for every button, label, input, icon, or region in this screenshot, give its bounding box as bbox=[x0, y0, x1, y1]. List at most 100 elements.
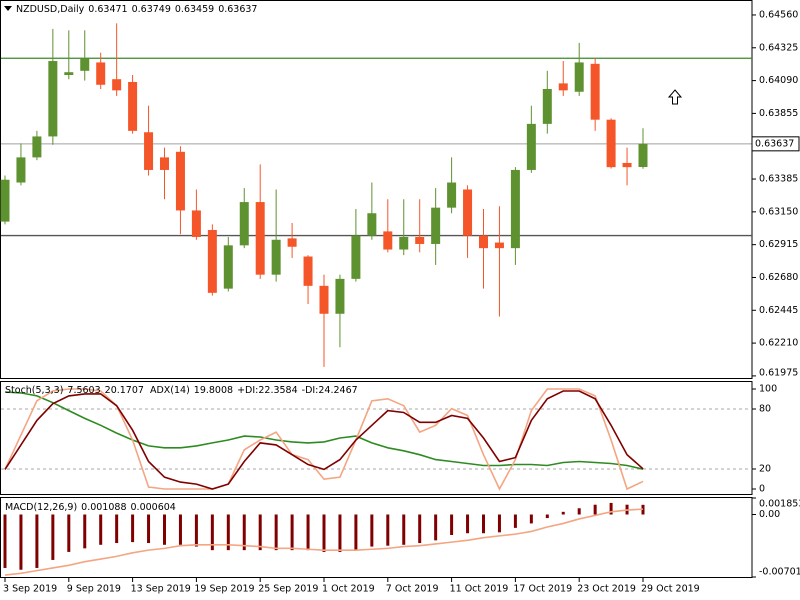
y-tick-label: 0.63855 bbox=[759, 108, 798, 119]
collapse-triangle bbox=[4, 6, 12, 11]
x-tick-label: 3 Sep 2019 bbox=[3, 584, 57, 595]
candle-body bbox=[16, 157, 26, 183]
y-tick-label: 0.62445 bbox=[759, 305, 798, 316]
candle-body bbox=[255, 202, 265, 275]
candle-body bbox=[239, 202, 249, 246]
macd-bar bbox=[466, 514, 470, 534]
ohlc-high: 0.63749 bbox=[132, 4, 171, 15]
candle-body bbox=[558, 83, 568, 91]
macd-bar bbox=[274, 514, 278, 551]
candle-body bbox=[160, 157, 169, 170]
candle-body bbox=[0, 179, 10, 222]
candle-body bbox=[590, 63, 600, 120]
y-tick-label: 0.62915 bbox=[759, 239, 798, 250]
macd-bar bbox=[370, 514, 374, 547]
macd-bar bbox=[83, 514, 87, 549]
macd-bar bbox=[306, 514, 310, 551]
signal-line bbox=[4, 508, 644, 576]
x-tick-label: 7 Oct 2019 bbox=[386, 584, 439, 595]
candle-body bbox=[622, 162, 632, 168]
candle-body bbox=[175, 151, 185, 211]
candle-body bbox=[415, 236, 425, 244]
candle-body bbox=[223, 245, 233, 289]
main-header: NZDUSD,Daily 0.63471 0.63749 0.63459 0.63637 bbox=[16, 4, 257, 15]
arrow-icon bbox=[667, 89, 683, 105]
macd-bar bbox=[593, 504, 597, 515]
x-tick-label: 9 Sep 2019 bbox=[67, 584, 121, 595]
y-tick-label: 0.63150 bbox=[759, 206, 798, 217]
stoch-header: Stoch(5,3,3) 7.5603 20.1707 ADX(14) 19.8008 +… bbox=[5, 385, 358, 396]
macd-bar bbox=[577, 508, 581, 515]
current-price-label: 0.63637 bbox=[755, 138, 794, 149]
candle-body bbox=[479, 235, 488, 249]
indicator-line bbox=[4, 390, 644, 490]
candle-body bbox=[303, 256, 313, 286]
header-item: 0.000604 bbox=[131, 502, 176, 513]
macd-bar bbox=[482, 514, 485, 534]
candle-body bbox=[319, 285, 329, 314]
macd-bar bbox=[386, 514, 390, 546]
ohlc-low: 0.63459 bbox=[175, 4, 214, 15]
macd-bar bbox=[258, 514, 262, 551]
macd-bar bbox=[67, 514, 71, 552]
macd-bar bbox=[513, 514, 517, 528]
y-tick-label: 0.001853 bbox=[759, 499, 800, 510]
candle-body bbox=[526, 123, 536, 170]
macd-bar bbox=[147, 514, 151, 544]
macd-bar bbox=[163, 514, 166, 545]
candle-body bbox=[383, 231, 393, 250]
y-tick-label: 20 bbox=[759, 464, 771, 475]
y-tick-label: 0.61975 bbox=[759, 368, 798, 379]
macd-panel-frame bbox=[0, 497, 753, 578]
candle-body bbox=[144, 132, 154, 170]
candle-body bbox=[96, 62, 106, 85]
x-tick-label: 13 Sep 2019 bbox=[131, 584, 191, 595]
macd-bar bbox=[418, 514, 422, 544]
price-label-box bbox=[751, 136, 800, 152]
header-item: 20.1707 bbox=[105, 385, 144, 396]
candle-body bbox=[367, 213, 377, 236]
candle-body bbox=[207, 229, 217, 293]
candle-body bbox=[271, 239, 281, 275]
macd-bar bbox=[242, 514, 246, 551]
candle-body bbox=[463, 189, 473, 236]
x-tick-label: 23 Oct 2019 bbox=[577, 584, 636, 595]
candle-body bbox=[399, 236, 409, 250]
macd-bar bbox=[290, 514, 294, 551]
ohlc-open: 0.63471 bbox=[88, 4, 127, 15]
macd-bar bbox=[210, 514, 214, 551]
candle-body bbox=[112, 79, 122, 91]
x-tick-label: 11 Oct 2019 bbox=[450, 584, 509, 595]
macd-bar bbox=[529, 514, 533, 524]
macd-bar bbox=[545, 514, 549, 519]
y-tick-label: 0 bbox=[759, 484, 765, 495]
macd-bar bbox=[115, 514, 119, 544]
header-item: 19.8008 bbox=[194, 385, 233, 396]
header-item: 7.5603 bbox=[67, 385, 100, 396]
macd-bar bbox=[402, 514, 406, 545]
macd-header: MACD(12,26,9) 0.001088 0.000604 bbox=[5, 502, 176, 513]
x-tick-label: 19 Sep 2019 bbox=[194, 584, 254, 595]
x-tick-label: 1 Oct 2019 bbox=[322, 584, 375, 595]
candle-body bbox=[638, 143, 648, 168]
y-tick-label: 0.62210 bbox=[759, 338, 798, 349]
candle-body bbox=[32, 136, 42, 158]
macd-bar bbox=[19, 514, 23, 570]
candle-body bbox=[80, 58, 90, 71]
y-tick-label: 0.64090 bbox=[759, 75, 798, 86]
ohlc-close: 0.63637 bbox=[218, 4, 257, 15]
y-tick-label: 0.63385 bbox=[759, 174, 798, 185]
candle-body bbox=[447, 182, 457, 208]
candle-body bbox=[335, 278, 345, 314]
y-tick-label: 0.00 bbox=[759, 509, 780, 520]
symbol-title: NZDUSD,Daily bbox=[16, 4, 85, 15]
macd-bar bbox=[51, 514, 55, 560]
header-item: Stoch(5,3,3) bbox=[5, 385, 63, 396]
macd-bar bbox=[354, 514, 358, 551]
candle-body bbox=[431, 207, 441, 244]
candle-body bbox=[287, 238, 297, 247]
x-tick-label: 29 Oct 2019 bbox=[641, 584, 700, 595]
y-tick-label: 100 bbox=[759, 384, 777, 395]
candle-body bbox=[574, 62, 584, 92]
x-tick-label: 17 Oct 2019 bbox=[513, 584, 572, 595]
